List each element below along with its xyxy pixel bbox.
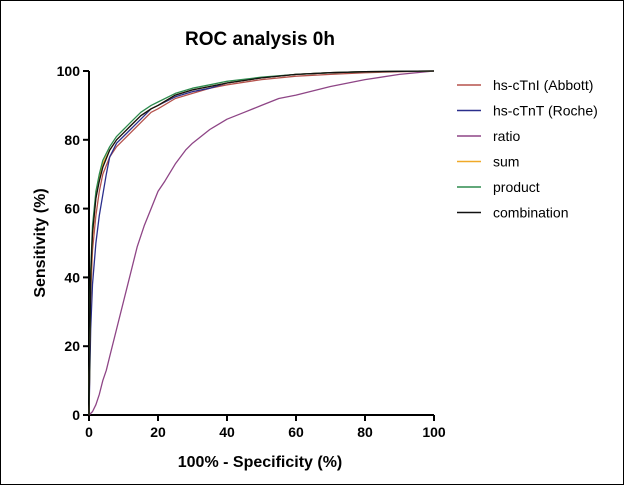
- y-tick-label: 20: [64, 338, 80, 354]
- x-tick-label: 100: [422, 424, 446, 440]
- legend-label-product: product: [493, 179, 540, 195]
- legend-label-hs-ctnt-roche: hs-cTnT (Roche): [493, 103, 598, 119]
- x-tick-label: 60: [288, 424, 304, 440]
- x-tick-label: 0: [85, 424, 93, 440]
- legend-label-ratio: ratio: [493, 128, 520, 144]
- y-tick-label: 100: [57, 63, 81, 79]
- chart-title: ROC analysis 0h: [185, 29, 335, 50]
- series-line-hs-ctni-abbott: [88, 70, 435, 416]
- series-line-ratio: [88, 70, 435, 416]
- legend-label-sum: sum: [493, 154, 519, 170]
- y-axis-label: Sensitivity (%): [32, 188, 49, 297]
- y-tick-label: 40: [64, 269, 80, 285]
- legend: hs-cTnI (Abbott) hs-cTnT (Roche) ratio sum p…: [457, 77, 598, 221]
- y-tick-label: 60: [64, 201, 80, 217]
- x-tick-label: 40: [219, 424, 235, 440]
- y-tick-label: 80: [64, 132, 80, 148]
- y-tick-label: 0: [72, 407, 80, 423]
- x-tick-label: 20: [150, 424, 166, 440]
- series-line-combination: [88, 70, 435, 416]
- x-axis-label: 100% - Specificity (%): [178, 454, 343, 471]
- series-layer: [88, 70, 435, 416]
- x-tick-label: 80: [357, 424, 373, 440]
- legend-label-combination: combination: [493, 205, 569, 221]
- axes: 0 20 40 60 80 100 0 20 40 60 80 100: [57, 63, 446, 440]
- legend-label-hs-ctni-abbott: hs-cTnI (Abbott): [493, 77, 593, 93]
